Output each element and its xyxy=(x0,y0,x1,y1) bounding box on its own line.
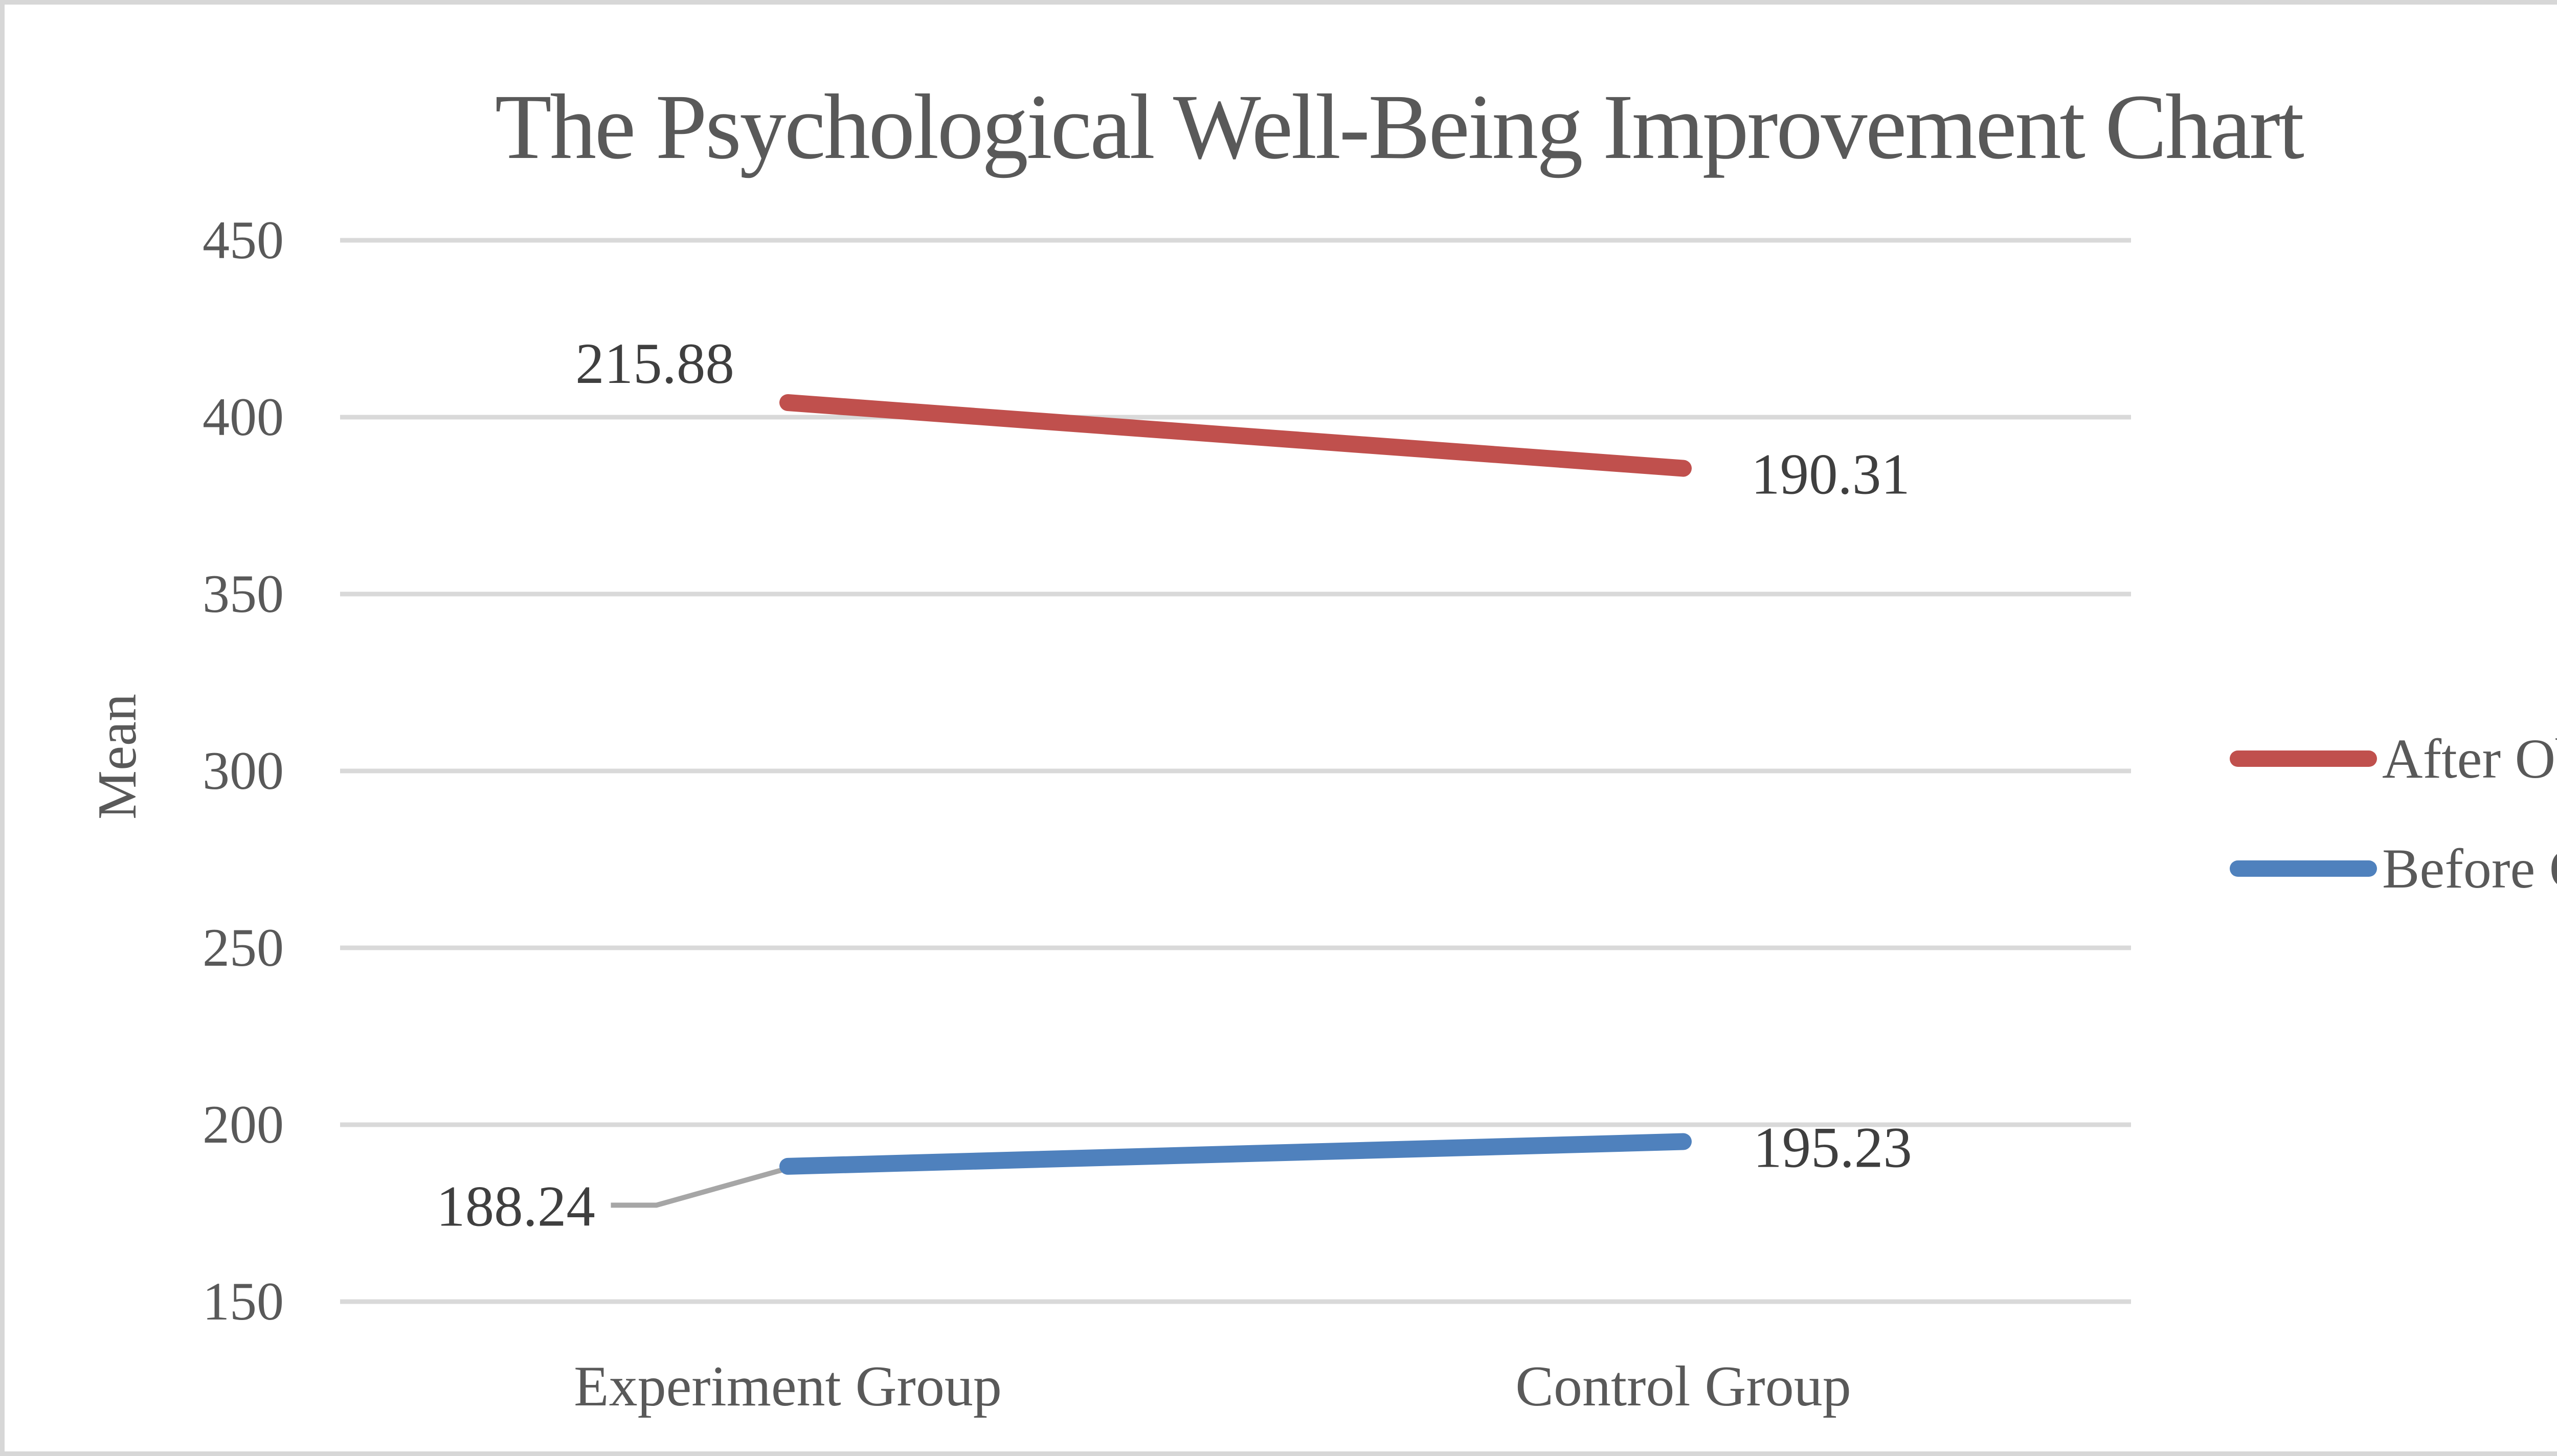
y-tick-label: 400 xyxy=(203,387,284,447)
y-axis-title: Mean xyxy=(87,694,148,820)
y-tick-label: 300 xyxy=(203,741,284,801)
series-line-before-obtained-treatment xyxy=(779,1133,1692,1175)
y-tick-label: 150 xyxy=(203,1271,284,1331)
x-category-label: Control Group xyxy=(1515,1355,1851,1418)
y-tick-label: 200 xyxy=(203,1095,284,1154)
x-category-label: Experiment Group xyxy=(574,1355,1002,1418)
y-tick-label: 450 xyxy=(203,210,284,270)
legend-item-before-obtained-treatment: Before Obtained Treatment xyxy=(2230,834,2557,903)
y-tick-label: 250 xyxy=(203,918,284,977)
legend-label: Before Obtained Treatment xyxy=(2382,837,2557,900)
data-label: 215.88 xyxy=(575,332,734,396)
data-label: 190.31 xyxy=(1751,442,1910,506)
y-tick-label: 350 xyxy=(203,564,284,624)
data-label: 195.23 xyxy=(1753,1116,1912,1179)
legend-swatch-before-blue xyxy=(2230,860,2377,877)
data-label: 188.24 xyxy=(436,1175,595,1239)
legend-swatch-after-red xyxy=(2230,750,2377,767)
data-label-leader-line xyxy=(611,1166,789,1208)
series-line-after-obtained-treatment xyxy=(779,394,1692,477)
chart-title: The Psychological Well-Being Improvement… xyxy=(495,76,2304,178)
legend-item-after-obtained-treatment: After Obtained Treatment xyxy=(2230,724,2557,793)
legend-label: After Obtained Treatment xyxy=(2382,727,2557,790)
